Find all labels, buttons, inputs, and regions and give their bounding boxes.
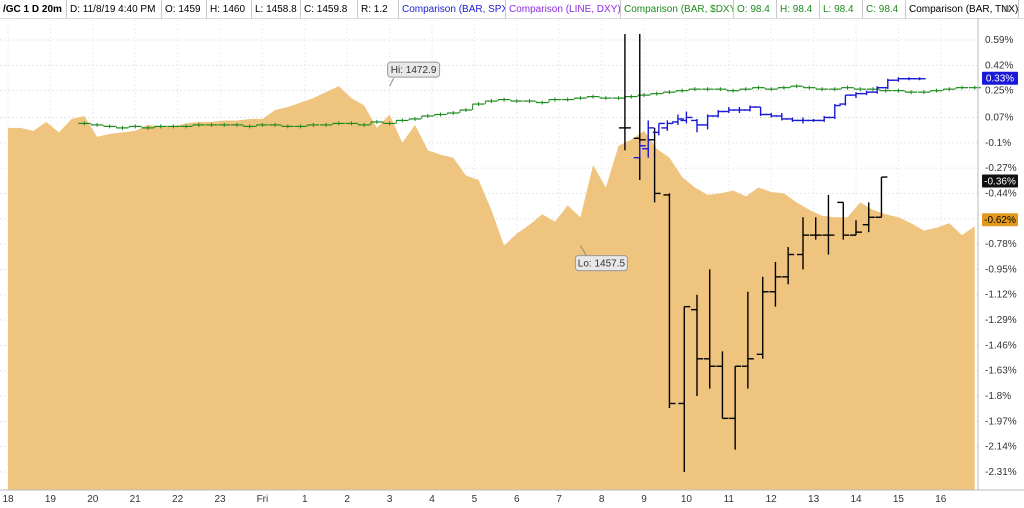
x-tick-label: 4 — [429, 494, 435, 505]
header-item: H: 98.4 — [777, 0, 820, 18]
header-item: Comparison (BAR, SPX) — [399, 0, 506, 18]
x-tick-label: 23 — [214, 494, 226, 505]
y-tick-label: -0.44% — [985, 188, 1017, 199]
y-tick-label: -0.27% — [985, 163, 1017, 174]
y-tick-label: -0.95% — [985, 264, 1017, 275]
x-tick-label: 6 — [514, 494, 520, 505]
high-label-pointer — [389, 77, 395, 87]
x-tick-label: 8 — [599, 494, 605, 505]
x-tick-label: 22 — [172, 494, 184, 505]
x-tick-label: 13 — [808, 494, 820, 505]
header-item: H: 1460 — [207, 0, 252, 18]
header-item: D: 11/8/19 4:40 PM — [67, 0, 162, 18]
x-tick-label: 11 — [724, 494, 735, 505]
low-label-box — [574, 255, 628, 272]
y-tick-label: 0.07% — [985, 112, 1013, 123]
gc-area — [8, 86, 975, 490]
high-label-box — [387, 61, 441, 78]
tnx-badge: -0.36% — [984, 177, 1016, 188]
header-item: Comparison (BAR, $DXY) — [621, 0, 734, 18]
header-item: /GC 1 D 20m — [0, 0, 67, 18]
y-tick-label: -1.8% — [985, 391, 1011, 402]
x-tick-label: 21 — [130, 494, 142, 505]
y-tick-label: 0.59% — [985, 35, 1013, 46]
chart-header: /GC 1 D 20m D: 11/8/19 4:40 PM O: 1459 H: 1… — [0, 0, 1024, 19]
y-tick-label: 0.42% — [985, 60, 1013, 71]
y-tick-label: -1.46% — [985, 340, 1017, 351]
header-item: C: 98.4 — [863, 0, 906, 18]
x-tick-label: 10 — [681, 494, 693, 505]
header-item: L: 98.4 — [820, 0, 863, 18]
y-tick-label: -0.1% — [985, 138, 1011, 149]
x-tick-label: 5 — [472, 494, 478, 505]
x-tick-label: 18 — [2, 494, 14, 505]
x-tick-label: 1 — [302, 494, 308, 505]
high-label: Hi: 1472.9 — [391, 65, 437, 76]
tnx-badge-bg — [982, 174, 1018, 188]
gc-badge: -0.62% — [984, 215, 1016, 226]
x-tick-label: 20 — [87, 494, 99, 505]
y-tick-label: -1.63% — [985, 366, 1017, 377]
x-tick-label: 3 — [387, 494, 393, 505]
y-tick-label: -2.14% — [985, 442, 1017, 453]
x-tick-label: 14 — [850, 494, 862, 505]
x-tick-label: 19 — [45, 494, 57, 505]
sliders-icon[interactable]: ≡ — [1002, 2, 1010, 16]
header-item: L: 1458.8 — [252, 0, 301, 18]
low-label-pointer — [579, 245, 587, 256]
header-item: C: 1459.8 — [301, 0, 358, 18]
y-tick-label: -2.31% — [985, 467, 1017, 478]
spx-badge-bg — [982, 71, 1018, 85]
gc-badge-bg — [982, 213, 1018, 227]
y-tick-label: -1.29% — [985, 315, 1017, 326]
header-item: O: 1459 — [162, 0, 207, 18]
x-tick-label: 15 — [893, 494, 905, 505]
header-item: O: 98.4 — [734, 0, 777, 18]
x-tick-label: 7 — [556, 494, 562, 505]
x-tick-label: 9 — [641, 494, 647, 505]
y-tick-label: 0.25% — [985, 86, 1013, 97]
header-item: Comparison (LINE, DXY) — [506, 0, 621, 18]
y-tick-label: -0.78% — [985, 239, 1017, 250]
y-tick-label: -1.97% — [985, 416, 1017, 427]
x-tick-label: 2 — [344, 494, 350, 505]
x-tick-label: 16 — [935, 494, 947, 505]
y-tick-label: -1.12% — [985, 290, 1017, 301]
x-tick-label: Fri — [257, 494, 269, 505]
x-tick-label: 12 — [766, 494, 778, 505]
spx-badge: 0.33% — [986, 74, 1014, 85]
low-label: Lo: 1457.5 — [578, 259, 626, 270]
header-item: Comparison (BAR, TNX) — [906, 0, 1019, 18]
header-item: R: 1.2 — [358, 0, 399, 18]
